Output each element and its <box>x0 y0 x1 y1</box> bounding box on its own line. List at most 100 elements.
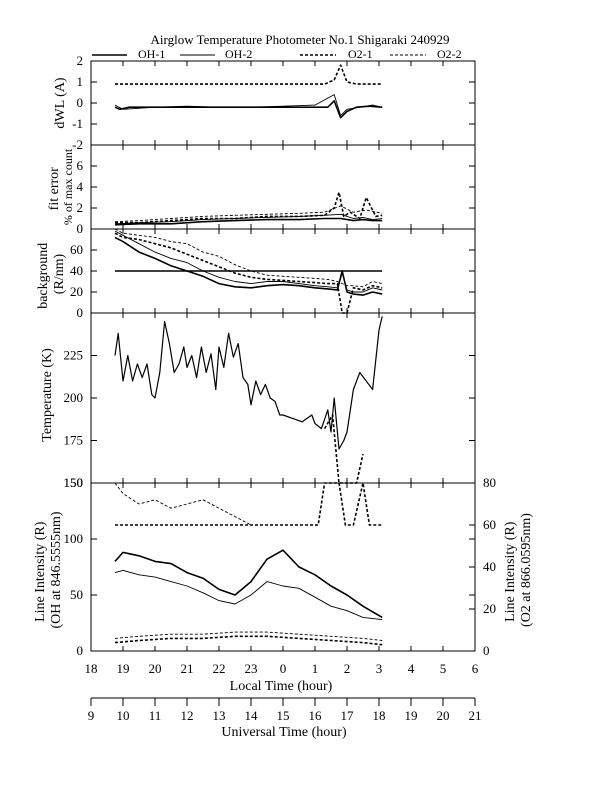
y-tick-label-right: 0 <box>483 643 490 658</box>
lt-tick-label: 2 <box>344 661 351 676</box>
chart-title: Airglow Temperature Photometer No.1 Shig… <box>151 32 450 47</box>
legend: OH-1 OH-2 O2-1 O2-2 <box>92 47 462 61</box>
y-tick-label: 0 <box>77 643 84 658</box>
y-tick-label: 4 <box>77 179 84 194</box>
ut-tick-label: 16 <box>309 708 323 723</box>
local-time-axis: 18 19 20 21 22 23 0 1 2 3 4 5 6 <box>85 661 479 676</box>
panel-ylabel-background: background (R/nm) <box>36 239 67 309</box>
panel-ylabel-dwl: dWL (A) <box>53 77 68 129</box>
series-line-oh-1 <box>114 100 383 119</box>
ut-tick-label: 9 <box>88 708 95 723</box>
ut-tick-label: 20 <box>437 708 450 723</box>
y-tick-label: 20 <box>70 284 83 299</box>
fit-error-label-line2: % of max count <box>61 148 75 225</box>
lt-tick-label: 5 <box>440 661 447 676</box>
lt-tick-label: 21 <box>181 661 194 676</box>
panel-fit-error: fit error % of max count 6 4 2 0 <box>47 144 476 236</box>
panel-ylabel-line-intensity: Line Intensity (R) (OH at 846.5555nm) <box>33 511 64 628</box>
legend-label-oh1: OH-1 <box>138 47 165 61</box>
series-line-oh-1 <box>114 236 383 296</box>
lt-tick-label: 4 <box>408 661 415 676</box>
panel-ylabel-fit-error: fit error % of max count <box>47 148 75 225</box>
y-tick-label: 150 <box>64 475 84 490</box>
y-tick-label: 2 <box>77 200 84 215</box>
y-tick-label: 50 <box>70 587 83 602</box>
universal-time-axis: 9 10 11 12 13 14 15 16 17 18 19 20 21 <box>88 697 482 723</box>
panel-dwl: dWL (A) 2 1 0 -1 -2 <box>53 53 476 152</box>
lt-tick-label: 22 <box>213 661 226 676</box>
ut-tick-label: 11 <box>149 708 162 723</box>
lt-tick-label: 1 <box>312 661 319 676</box>
series-line-oh-1 <box>114 217 383 226</box>
series-line-oh-2 <box>114 213 383 225</box>
y-tick-label: 2 <box>77 53 84 68</box>
universal-time-label: Universal Time (hour) <box>221 725 347 740</box>
y-tick-label: 0 <box>77 95 84 110</box>
series-line-o2-1 <box>115 64 383 85</box>
lt-tick-label: 18 <box>85 661 98 676</box>
background-label-line1: background <box>36 243 51 309</box>
intensity-right-label-line2: (O2 at 866.0595nm) <box>519 513 534 627</box>
intensity-left-label-line2: (OH at 846.5555nm) <box>49 511 64 628</box>
intensity-right-label-line1: Line Intensity (R) <box>503 521 518 622</box>
ut-tick-label: 10 <box>117 708 130 723</box>
panel-ylabel-line-intensity-right: Line Intensity (R) (O2 at 866.0595nm) <box>503 513 534 627</box>
lt-tick-label: 3 <box>376 661 383 676</box>
ut-tick-label: 15 <box>277 708 290 723</box>
y-tick-label-right: 20 <box>483 601 496 616</box>
panel-temperature: Temperature (K) 150 175 200 225 <box>40 312 476 490</box>
lt-tick-label: 20 <box>149 661 162 676</box>
panel-ylabel-temperature: Temperature (K) <box>40 348 55 442</box>
intensity-left-label-line1: Line Intensity (R) <box>33 521 48 622</box>
y-tick-label: 60 <box>70 242 83 257</box>
panel-frame <box>90 312 476 484</box>
ut-tick-label: 21 <box>469 708 482 723</box>
series-layer <box>114 64 383 646</box>
local-time-label: Local Time (hour) <box>230 679 333 694</box>
y-tick-label: 150 <box>64 475 84 490</box>
background-label-line2: (R/nm) <box>52 253 67 294</box>
series-line-o2-2 <box>114 205 383 223</box>
series-line-oh-2 <box>114 230 383 293</box>
ut-tick-label: 12 <box>181 708 194 723</box>
panel-frame <box>90 60 476 146</box>
y-tick-label-right: 80 <box>483 475 496 490</box>
series-line-o2-1 <box>115 482 383 526</box>
series-line-o2-1 <box>115 191 383 224</box>
y-tick-label: 225 <box>64 348 84 363</box>
series-line-o2 <box>323 414 364 484</box>
panel-frame <box>90 144 476 230</box>
ut-tick-label: 18 <box>373 708 386 723</box>
series-line-o2-2 <box>114 482 252 526</box>
ut-tick-label: 13 <box>213 708 226 723</box>
fit-error-label-line1: fit error <box>47 167 62 210</box>
y-tick-label-right: 60 <box>483 517 496 532</box>
y-tick-label: 1 <box>77 74 84 89</box>
series-line-o2-1 <box>114 232 383 314</box>
lt-tick-label: 23 <box>245 661 258 676</box>
legend-label-o22: O2-2 <box>437 47 462 61</box>
y-tick-label: 100 <box>64 531 84 546</box>
ut-tick-label: 19 <box>405 708 418 723</box>
panel-frame <box>90 482 476 652</box>
legend-label-oh2: OH-2 <box>225 47 252 61</box>
y-tick-label: 0 <box>77 305 84 320</box>
series-line-oh <box>114 316 383 450</box>
y-tick-label: -2 <box>72 137 83 152</box>
series-line-oh-2 <box>114 569 383 621</box>
lt-tick-label: 19 <box>117 661 130 676</box>
ut-tick-label: 17 <box>341 708 355 723</box>
y-tick-label: 0 <box>77 221 84 236</box>
ut-tick-label: 14 <box>245 708 259 723</box>
panel-background: background (R/nm) 0 20 40 60 <box>36 228 476 320</box>
series-line-oh-2 <box>114 94 383 117</box>
y-tick-label: 175 <box>64 433 84 448</box>
legend-label-o21: O2-1 <box>348 47 373 61</box>
series-line-o2-1 <box>114 635 383 646</box>
y-tick-label: 40 <box>70 263 83 278</box>
y-tick-label-right: 40 <box>483 559 496 574</box>
lt-tick-label: 0 <box>280 661 287 676</box>
y-tick-label: 6 <box>77 158 84 173</box>
series-line-oh-1 <box>114 549 383 619</box>
